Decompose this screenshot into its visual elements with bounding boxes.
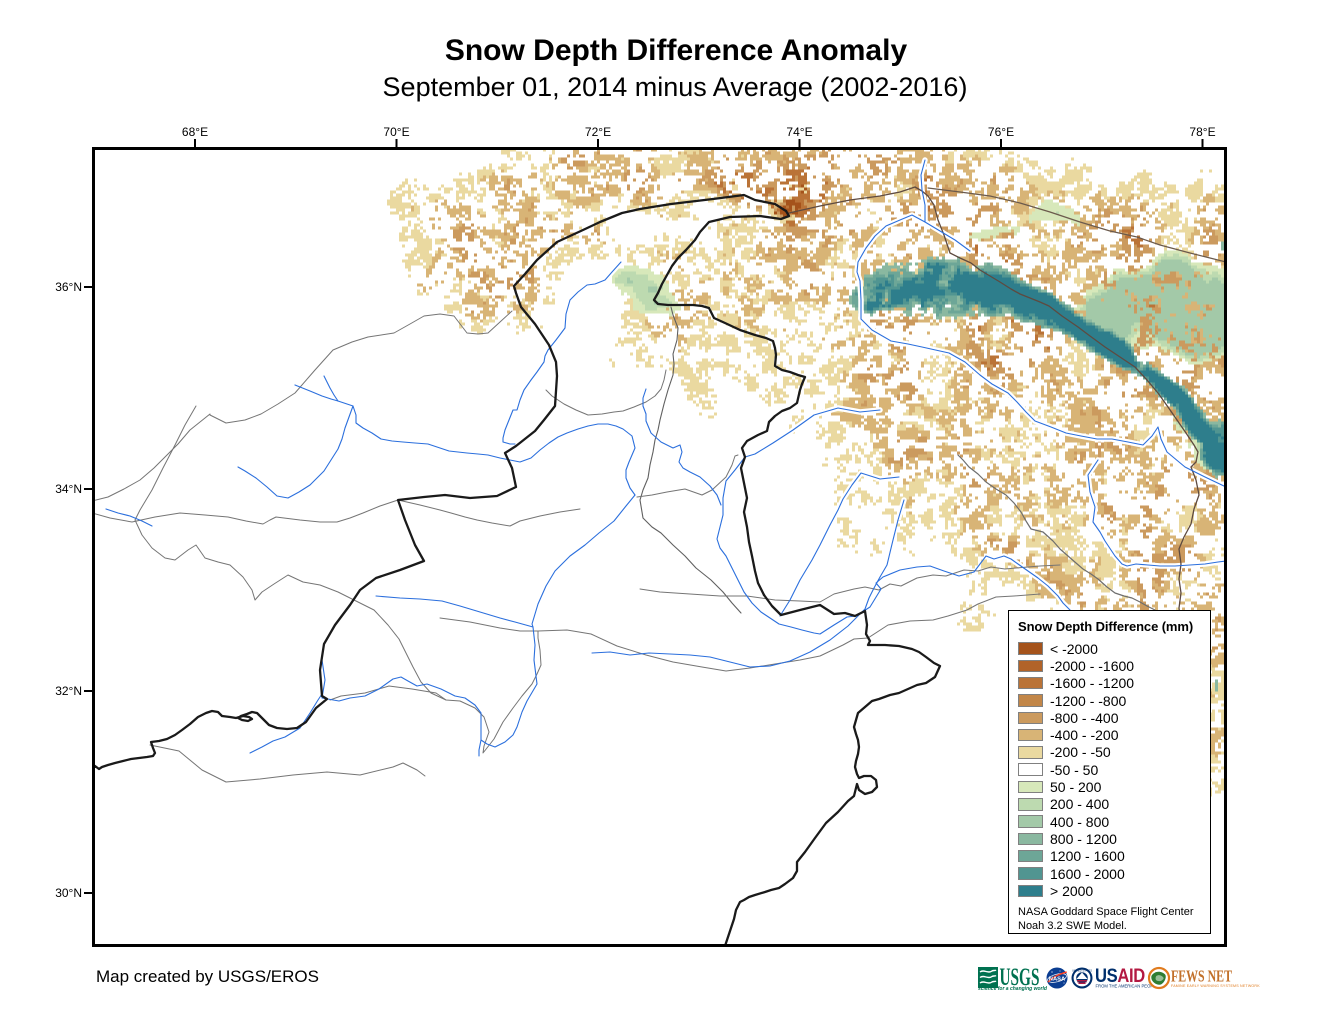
svg-text:68°E: 68°E <box>182 125 208 139</box>
svg-text:USAID: USAID <box>1095 965 1145 987</box>
svg-text:32°N: 32°N <box>55 684 82 698</box>
svg-text:76°E: 76°E <box>988 125 1014 139</box>
svg-text:30°N: 30°N <box>55 886 82 900</box>
svg-text:NASA: NASA <box>1049 976 1066 982</box>
svg-text:36°N: 36°N <box>55 280 82 294</box>
svg-text:USGS: USGS <box>1000 962 1040 991</box>
svg-text:UNITED STATES: UNITED STATES <box>1072 969 1092 973</box>
svg-text:70°E: 70°E <box>383 125 409 139</box>
svg-text:FROM THE AMERICAN PEOPLE: FROM THE AMERICAN PEOPLE <box>1096 984 1159 989</box>
svg-text:34°N: 34°N <box>55 482 82 496</box>
svg-text:science for a changing world: science for a changing world <box>978 986 1048 992</box>
svg-text:74°E: 74°E <box>786 125 812 139</box>
svg-text:78°E: 78°E <box>1189 125 1215 139</box>
svg-text:FAMINE EARLY WARNING SYSTEMS N: FAMINE EARLY WARNING SYSTEMS NETWORK <box>1171 984 1260 988</box>
svg-text:FEWS NET: FEWS NET <box>1171 968 1232 986</box>
svg-text:72°E: 72°E <box>585 125 611 139</box>
